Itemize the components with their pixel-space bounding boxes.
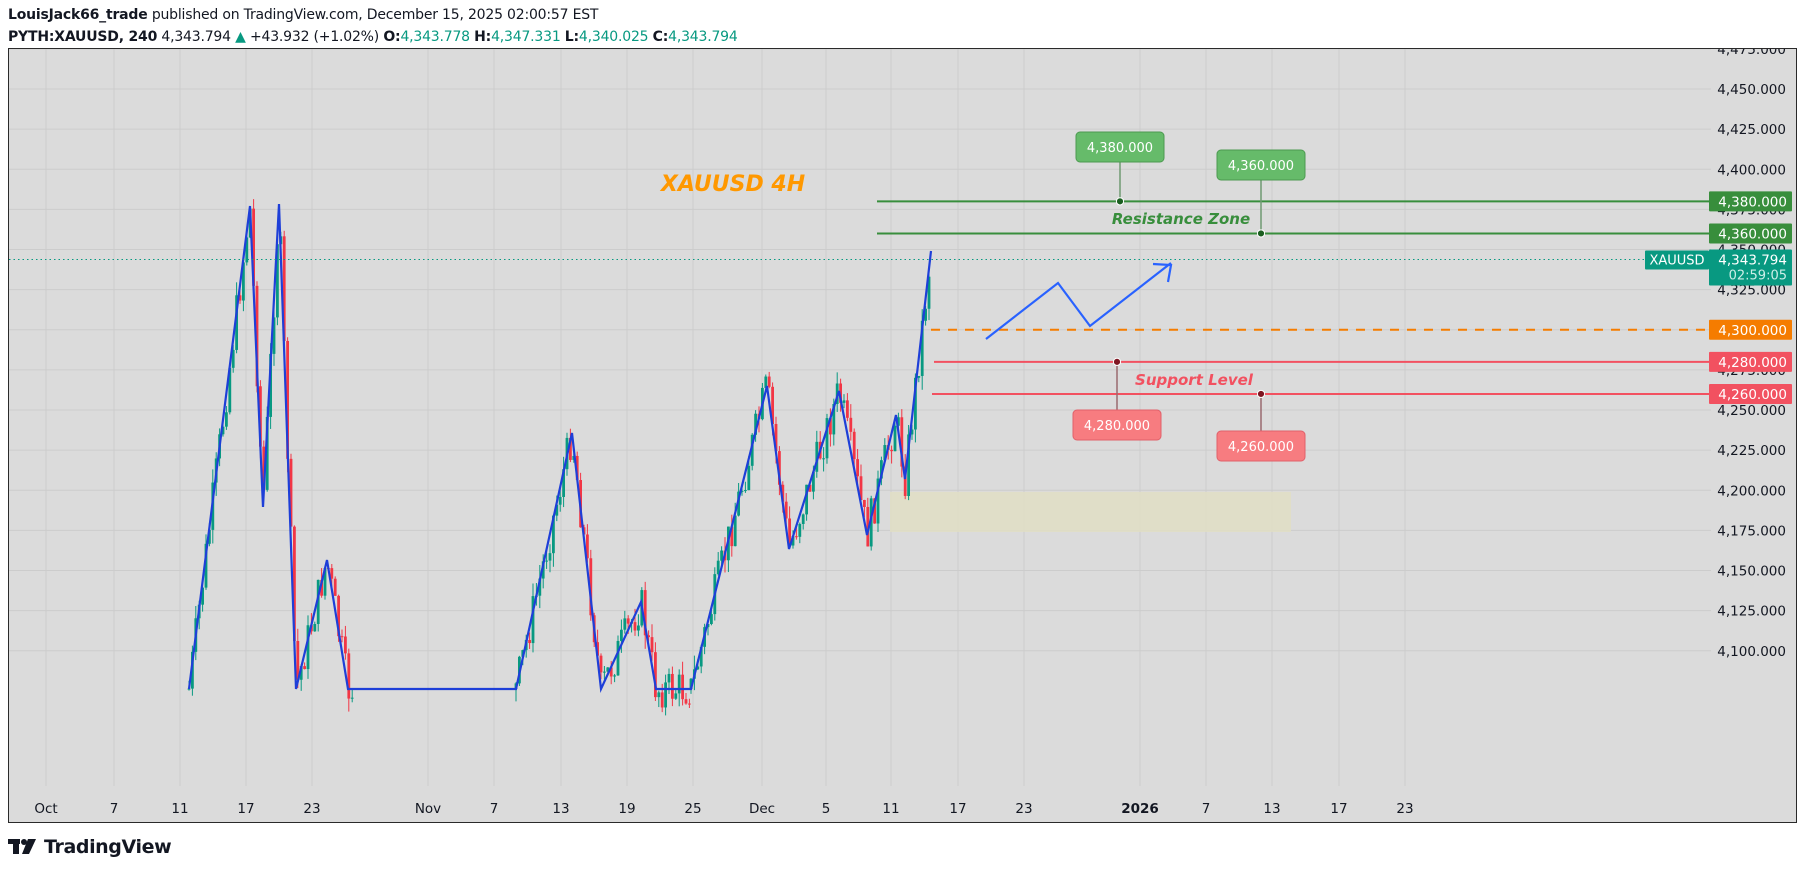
svg-text:4,260.000: 4,260.000 — [1718, 387, 1787, 403]
demand-zone[interactable] — [890, 491, 1291, 532]
resistance-zone-label[interactable]: Resistance Zone — [1112, 210, 1250, 228]
svg-text:17: 17 — [237, 801, 254, 817]
svg-text:4,380.000: 4,380.000 — [1087, 141, 1153, 156]
svg-text:Oct: Oct — [34, 801, 57, 817]
svg-text:7: 7 — [110, 801, 119, 817]
svg-text:4,450.000: 4,450.000 — [1717, 82, 1786, 98]
symbol-legend: PYTH:XAUUSD, 240 4,343.794 ▲ +43.932 (+1… — [8, 28, 738, 46]
svg-text:4,280.000: 4,280.000 — [1718, 355, 1787, 371]
svg-text:11: 11 — [882, 801, 899, 817]
svg-text:Nov: Nov — [415, 801, 441, 817]
svg-text:23: 23 — [1396, 801, 1413, 817]
svg-text:4,125.000: 4,125.000 — [1717, 604, 1786, 620]
open-value: 4,343.778 — [400, 29, 470, 45]
change-up-arrow-icon: ▲ — [235, 29, 246, 45]
svg-text:4,175.000: 4,175.000 — [1717, 523, 1786, 539]
grid — [9, 49, 1711, 786]
svg-text:4,380.000: 4,380.000 — [1718, 194, 1787, 210]
low-value: 4,340.025 — [578, 29, 649, 45]
close-value: 4,343.794 — [668, 29, 738, 45]
svg-text:4,100.000: 4,100.000 — [1717, 644, 1786, 660]
svg-text:13: 13 — [552, 801, 569, 817]
last-price: 4,343.794 — [161, 29, 231, 45]
svg-text:4,280.000: 4,280.000 — [1084, 419, 1150, 434]
support-lower-axis-tag: 4,260.000 — [1709, 383, 1792, 404]
open-key: O: — [383, 29, 401, 45]
svg-text:4,250.000: 4,250.000 — [1717, 403, 1786, 419]
svg-text:4,260.000: 4,260.000 — [1228, 440, 1294, 455]
published-text: published on TradingView.com, December 1… — [151, 7, 599, 23]
author-name[interactable]: LouisJack66_trade — [8, 7, 148, 23]
svg-text:23: 23 — [303, 801, 320, 817]
close-key: C: — [652, 29, 669, 45]
svg-text:19: 19 — [618, 801, 635, 817]
support-callout[interactable]: 4,260.000 — [1216, 389, 1306, 462]
resistance-callout[interactable]: 4,380.000 — [1075, 131, 1165, 206]
svg-text:02:59:05: 02:59:05 — [1729, 268, 1787, 283]
svg-text:4,200.000: 4,200.000 — [1717, 483, 1786, 499]
chart-title-annotation[interactable]: XAUUSD 4H — [659, 172, 805, 197]
tradingview-brand[interactable]: TradingView — [8, 836, 172, 858]
svg-text:17: 17 — [1330, 801, 1347, 817]
svg-text:25: 25 — [684, 801, 701, 817]
svg-text:7: 7 — [490, 801, 499, 817]
svg-text:7: 7 — [1202, 801, 1211, 817]
chart-frame[interactable]: 4,380.000 4,360.000 4,280.000 4,260.000 XAUU… — [8, 48, 1797, 823]
svg-text:4,425.000: 4,425.000 — [1717, 122, 1786, 138]
svg-text:4,325.000: 4,325.000 — [1717, 283, 1786, 299]
svg-text:4,360.000: 4,360.000 — [1228, 159, 1294, 174]
tradingview-logo-icon — [8, 839, 36, 854]
high-value: 4,347.331 — [491, 29, 561, 45]
symbol-interval[interactable]: PYTH:XAUUSD, 240 — [8, 29, 158, 45]
svg-text:XAUUSD: XAUUSD — [1649, 253, 1704, 268]
svg-text:17: 17 — [949, 801, 966, 817]
price-change: +43.932 (+1.02%) — [249, 29, 380, 45]
svg-text:11: 11 — [171, 801, 188, 817]
svg-text:4,150.000: 4,150.000 — [1717, 564, 1786, 580]
arrow-head-icon — [1152, 262, 1173, 283]
support-callout[interactable]: 4,280.000 — [1072, 357, 1162, 441]
svg-text:4,475.000: 4,475.000 — [1717, 49, 1786, 58]
time-axis[interactable]: Oct 7 11 17 23 Nov 7 13 19 25 Dec 5 11 17 23 2026 7 13 17 2… — [34, 801, 1413, 817]
support-level-label[interactable]: Support Level — [1135, 371, 1254, 389]
svg-text:4,400.000: 4,400.000 — [1717, 162, 1786, 178]
price-chart[interactable]: 4,380.000 4,360.000 4,280.000 4,260.000 XAUU… — [9, 49, 1797, 823]
zigzag-line[interactable] — [187, 203, 933, 694]
support-upper-axis-tag: 4,280.000 — [1709, 351, 1792, 372]
low-key: L: — [564, 29, 579, 45]
pivot-axis-tag: 4,300.000 — [1709, 319, 1792, 340]
projection-path[interactable] — [985, 262, 1172, 340]
svg-text:5: 5 — [822, 801, 831, 817]
svg-text:4,360.000: 4,360.000 — [1718, 226, 1787, 242]
resistance-lower-axis-tag: 4,360.000 — [1709, 223, 1792, 244]
svg-text:13: 13 — [1263, 801, 1280, 817]
svg-text:4,343.794: 4,343.794 — [1718, 252, 1787, 268]
publication-info: LouisJack66_trade published on TradingVi… — [8, 6, 598, 24]
resistance-upper-axis-tag: 4,380.000 — [1709, 191, 1792, 212]
svg-text:4,225.000: 4,225.000 — [1717, 443, 1786, 459]
svg-text:23: 23 — [1015, 801, 1032, 817]
svg-text:Dec: Dec — [749, 801, 775, 817]
resistance-callout[interactable]: 4,360.000 — [1216, 149, 1306, 238]
high-key: H: — [474, 29, 492, 45]
brand-name: TradingView — [44, 836, 172, 858]
svg-text:2026: 2026 — [1121, 801, 1159, 817]
svg-text:4,300.000: 4,300.000 — [1718, 323, 1787, 339]
